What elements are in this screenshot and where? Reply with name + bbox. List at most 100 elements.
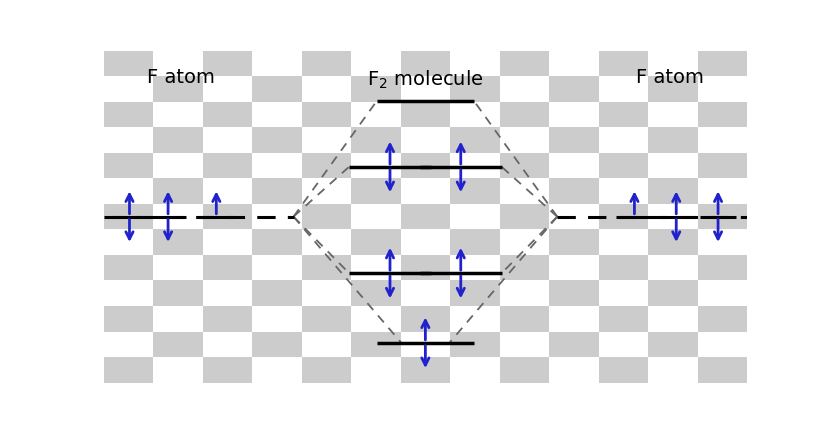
Bar (697, 102, 747, 128)
Bar (252, 281, 301, 306)
Bar (697, 332, 747, 357)
Bar (450, 154, 500, 179)
Bar (697, 154, 747, 179)
Bar (598, 102, 648, 128)
Bar (252, 179, 301, 204)
Bar (598, 306, 648, 332)
Bar (351, 179, 401, 204)
Bar (401, 306, 450, 332)
Bar (104, 26, 154, 52)
Bar (252, 332, 301, 357)
Bar (301, 306, 351, 332)
Bar (598, 154, 648, 179)
Bar (598, 77, 648, 102)
Bar (252, 357, 301, 383)
Bar (697, 179, 747, 204)
Bar (598, 204, 648, 230)
Bar (401, 102, 450, 128)
Bar (203, 357, 252, 383)
Bar (154, 128, 203, 154)
Bar (797, 255, 830, 281)
Bar (747, 179, 797, 204)
Bar (549, 1, 598, 26)
Bar (154, 1, 203, 26)
Bar (500, 128, 549, 154)
Bar (797, 306, 830, 332)
Bar (401, 255, 450, 281)
Bar (697, 77, 747, 102)
Bar (351, 52, 401, 77)
Bar (747, 52, 797, 77)
Bar (104, 154, 154, 179)
Bar (648, 357, 697, 383)
Bar (252, 154, 301, 179)
Bar (797, 26, 830, 52)
Bar (104, 179, 154, 204)
Bar (351, 128, 401, 154)
Bar (747, 128, 797, 154)
Bar (301, 1, 351, 26)
Bar (301, 77, 351, 102)
Bar (301, 102, 351, 128)
Bar (648, 1, 697, 26)
Bar (598, 255, 648, 281)
Bar (747, 1, 797, 26)
Bar (203, 154, 252, 179)
Bar (203, 1, 252, 26)
Bar (301, 52, 351, 77)
Bar (500, 154, 549, 179)
Bar (154, 306, 203, 332)
Bar (252, 77, 301, 102)
Bar (747, 154, 797, 179)
Bar (351, 102, 401, 128)
Bar (104, 1, 154, 26)
Bar (351, 154, 401, 179)
Bar (697, 255, 747, 281)
Bar (450, 204, 500, 230)
Bar (697, 128, 747, 154)
Bar (648, 255, 697, 281)
Bar (797, 357, 830, 383)
Bar (301, 357, 351, 383)
Bar (104, 128, 154, 154)
Bar (797, 230, 830, 255)
Bar (203, 128, 252, 154)
Bar (154, 357, 203, 383)
Bar (648, 154, 697, 179)
Bar (549, 255, 598, 281)
Bar (154, 26, 203, 52)
Bar (797, 52, 830, 77)
Bar (747, 332, 797, 357)
Bar (648, 77, 697, 102)
Bar (450, 281, 500, 306)
Bar (252, 255, 301, 281)
Bar (549, 281, 598, 306)
Bar (797, 102, 830, 128)
Bar (252, 1, 301, 26)
Bar (549, 230, 598, 255)
Bar (598, 52, 648, 77)
Bar (500, 1, 549, 26)
Bar (154, 102, 203, 128)
Bar (104, 230, 154, 255)
Bar (549, 154, 598, 179)
Bar (154, 77, 203, 102)
Bar (351, 77, 401, 102)
Bar (797, 281, 830, 306)
Bar (549, 128, 598, 154)
Bar (450, 230, 500, 255)
Bar (549, 357, 598, 383)
Bar (104, 332, 154, 357)
Bar (104, 102, 154, 128)
Bar (104, 52, 154, 77)
Bar (549, 179, 598, 204)
Bar (154, 154, 203, 179)
Bar (351, 230, 401, 255)
Bar (500, 332, 549, 357)
Bar (401, 357, 450, 383)
Bar (252, 26, 301, 52)
Bar (747, 281, 797, 306)
Bar (648, 230, 697, 255)
Bar (154, 204, 203, 230)
Bar (450, 128, 500, 154)
